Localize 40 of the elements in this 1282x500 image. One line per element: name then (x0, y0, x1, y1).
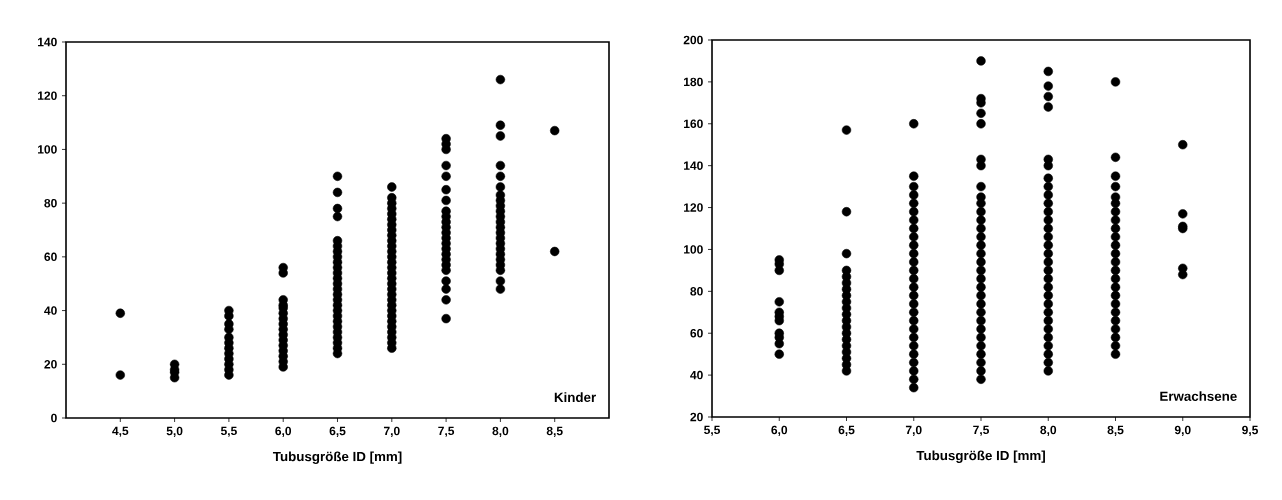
x-tick-label: 4,5 (112, 426, 129, 437)
y-tick-label: 60 (44, 252, 57, 262)
x-tick-label: 8,5 (1107, 425, 1124, 436)
x-tick-label: 7,5 (973, 425, 990, 436)
y-tick-label: 140 (38, 37, 57, 47)
y-tick-label: 100 (38, 145, 57, 154)
y-tick-label: 60 (690, 328, 703, 338)
y-tick-label: 140 (684, 161, 703, 170)
y-tick-label: 80 (44, 198, 57, 208)
y-tick-label: 180 (684, 77, 703, 87)
x-tick-label: 5,0 (166, 426, 183, 437)
x-tick-label: 7,5 (438, 426, 455, 437)
x-tick-label: 7,0 (905, 425, 922, 436)
x-tick-label: 9,5 (1242, 425, 1259, 436)
y-tick-label: 80 (690, 287, 703, 296)
y-tick-label: 40 (44, 306, 57, 315)
y-tick-label: 20 (44, 360, 57, 369)
x-tick-label: 6,0 (275, 426, 292, 437)
x-axis-title: Tubusgröße ID [mm] (272, 451, 402, 464)
y-tick-label: 120 (38, 91, 57, 100)
x-tick-label: 5,5 (220, 426, 237, 437)
y-tick-label: 200 (683, 35, 703, 45)
x-tick-label: 5,5 (704, 425, 721, 436)
y-tick-label: 120 (684, 203, 703, 212)
x-tick-label: 6,0 (771, 425, 788, 436)
x-tick-label: 7,0 (383, 426, 400, 437)
y-tick-label: 0 (51, 413, 57, 423)
annotation: Erwachsene (1160, 391, 1237, 401)
annotation: Kinder (554, 392, 596, 403)
y-tick-label: 160 (684, 119, 703, 129)
x-tick-label: 8,0 (1040, 425, 1057, 436)
y-tick-label: 40 (690, 370, 703, 380)
x-tick-label: 9,0 (1174, 425, 1191, 436)
x-tick-label: 8,5 (546, 426, 563, 437)
y-tick-label: 100 (684, 245, 703, 254)
x-tick-label: 6,5 (838, 425, 855, 436)
y-tick-label: 20 (690, 412, 703, 422)
x-tick-label: 8,0 (492, 426, 509, 437)
x-tick-label: 6,5 (329, 426, 346, 437)
x-axis-title: Tubusgröße ID [mm] (916, 450, 1045, 463)
